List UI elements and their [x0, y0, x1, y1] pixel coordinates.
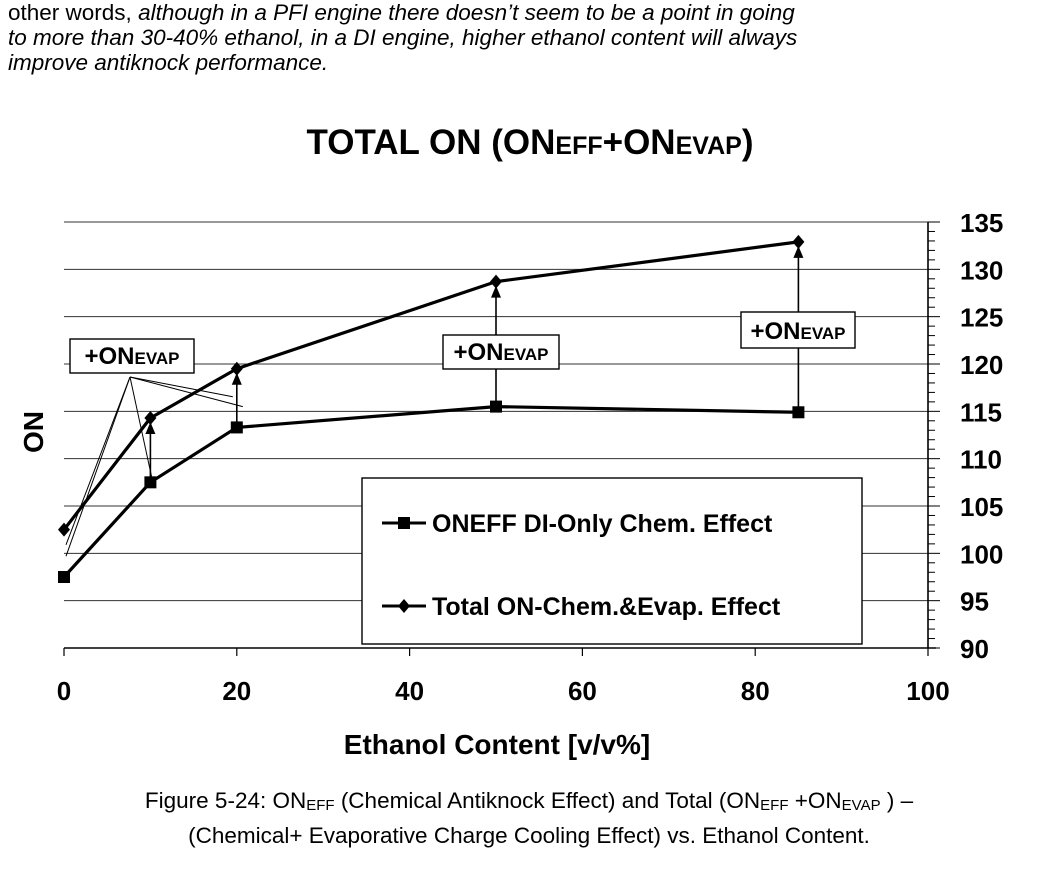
caption-sub-1: EFF	[306, 797, 335, 814]
legend-marker-0	[398, 517, 410, 529]
series-1-point-3	[490, 274, 502, 289]
connector-line-4	[129, 376, 233, 398]
y-tick-label-95: 95	[960, 587, 989, 617]
intro-line-1: other words, although in a PFI engine th…	[8, 0, 1048, 25]
annotation-sub-0: EVAP	[134, 349, 179, 368]
annotation-box-2	[740, 311, 856, 349]
annotation-label-0: +ONEVAP	[84, 343, 179, 370]
x-tick-label-100: 100	[906, 676, 949, 706]
connector-line-2	[129, 376, 243, 408]
legend-box	[361, 477, 863, 645]
annotation-label-2: +ONEVAP	[750, 318, 845, 345]
chart-title-main: TOTAL ON (ON	[307, 123, 556, 162]
chart: TOTAL ON (ONEFF+ONEVAP) 9095100105110115…	[18, 123, 1004, 760]
y-tick-label-130: 130	[960, 255, 1003, 285]
series-0-point-4	[792, 406, 805, 419]
caption-line-2: (Chemical+ Evaporative Charge Cooling Ef…	[188, 823, 870, 848]
evap-arrowhead-4	[793, 245, 804, 258]
chart-title-plus: +ON	[603, 123, 676, 162]
annotation-text-0: +ON	[84, 343, 134, 370]
evap-arrowhead-3	[491, 285, 501, 298]
x-tick-label-80: 80	[741, 676, 770, 706]
annotation-sub-1: EVAP	[503, 345, 548, 364]
caption-text-c: +ON	[788, 788, 842, 813]
intro-line-2-italic: to more than 30-40% ethanol, in a DI eng…	[8, 25, 798, 50]
chart-title: TOTAL ON (ONEFF+ONEVAP)	[307, 123, 754, 162]
intro-line-2: to more than 30-40% ethanol, in a DI eng…	[8, 25, 1048, 50]
y-tick-label-120: 120	[960, 350, 1003, 380]
y-tick-label-115: 115	[960, 397, 1002, 427]
series-layer	[58, 234, 805, 583]
legend: ONEFF DI-Only Chem. Effect Total ON-Chem.…	[361, 477, 863, 645]
annotation-text-1: +ON	[453, 339, 503, 366]
annotation-box-1	[442, 334, 560, 370]
chart-title-sub1: EFF	[555, 132, 602, 160]
series-0-point-3	[490, 400, 502, 413]
evap-arrowhead-1	[145, 421, 156, 434]
y-axis-label: ON	[18, 411, 49, 453]
annotation-label-1: +ONEVAP	[453, 339, 548, 366]
connector-line-0	[65, 376, 131, 545]
x-tick-label-20: 20	[222, 676, 251, 706]
caption-text-a: Figure 5-24: ON	[144, 788, 307, 813]
y-tick-label-100: 100	[960, 539, 1003, 569]
annotation-box-0	[69, 338, 195, 374]
series-0-point-2	[230, 421, 243, 434]
y-tick-label-110: 110	[960, 445, 1002, 475]
series-0-point-1	[144, 476, 157, 489]
figure-caption: Figure 5-24: ONEFF (Chemical Antiknock E…	[0, 786, 1058, 851]
series-0-point-0	[58, 571, 70, 583]
legend-label-0: ONEFF DI-Only Chem. Effect	[432, 510, 773, 538]
intro-line-3: improve antiknock performance.	[8, 50, 1048, 75]
annotation-sub-2: EVAP	[800, 324, 845, 343]
legend-marker-1	[398, 599, 410, 613]
x-axis-label: Ethanol Content [v/v%]	[344, 729, 650, 760]
series-1-point-1	[144, 410, 157, 425]
axes	[63, 221, 940, 656]
x-tick-label-40: 40	[395, 676, 424, 706]
x-tick-label-60: 60	[568, 676, 597, 706]
y-tick-label-125: 125	[960, 303, 1003, 333]
evap-arrowhead-2	[231, 372, 242, 385]
caption-sub-2: EFF	[760, 797, 789, 814]
chart-title-sub2: EVAP	[676, 132, 742, 160]
connector-line-3	[65, 376, 131, 557]
caption-sub-3: EVAP	[841, 797, 881, 814]
intro-paragraph: other words, although in a PFI engine th…	[8, 0, 1048, 75]
series-1-point-4	[792, 234, 805, 249]
y-tick-label-90: 90	[960, 634, 989, 664]
legend-label-1: Total ON-Chem.&Evap. Effect	[432, 593, 781, 621]
ticks: 90 95 100 105 110 115 120 125 130 135 0 20 40 60 80 100	[57, 208, 1004, 706]
series-1-point-0	[58, 522, 70, 537]
x-tick-label-0: 0	[57, 676, 71, 706]
y-tick-label-105: 105	[960, 492, 1003, 522]
y-tick-label-135: 135	[960, 208, 1003, 238]
intro-line-1-plain: other words,	[8, 0, 139, 25]
annotation-text-2: +ON	[750, 318, 800, 345]
caption-line-1: Figure 5-24: ONEFF (Chemical Antiknock E…	[0, 786, 1058, 821]
chart-title-close: )	[742, 123, 754, 162]
intro-line-3-italic: improve antiknock performance.	[8, 50, 329, 75]
intro-line-1-italic: although in a PFI engine there doesn’t s…	[138, 0, 795, 25]
caption-text-d: ) –	[880, 788, 914, 813]
annotations: +ONEVAP +ONEVAP+ONEVAP	[69, 311, 856, 374]
caption-text-b: (Chemical Antiknock Effect) and Total (O…	[334, 788, 761, 813]
series-1-point-2	[230, 361, 243, 376]
